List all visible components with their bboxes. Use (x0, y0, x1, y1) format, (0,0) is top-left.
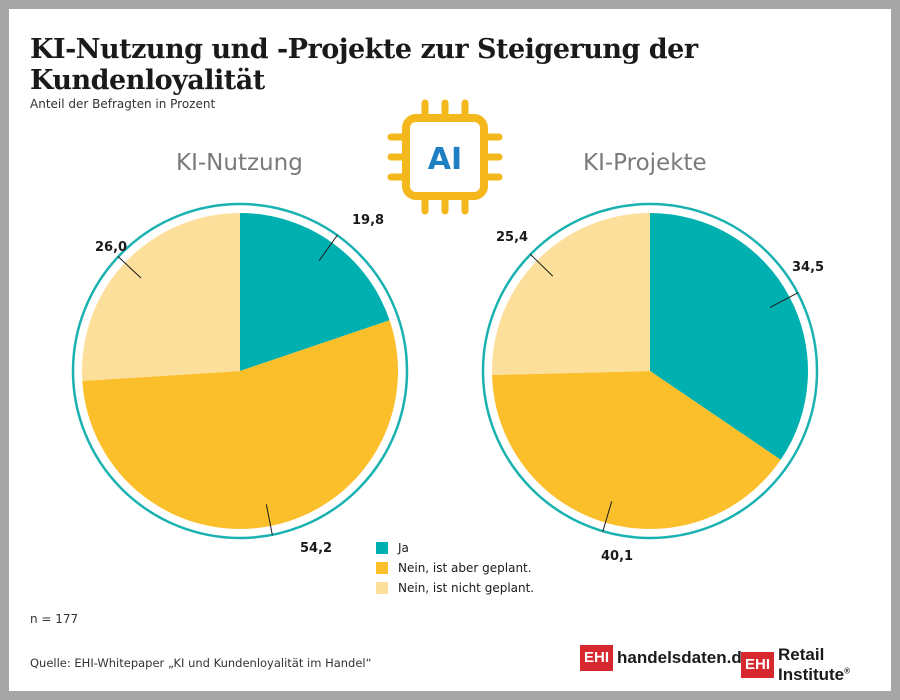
leader-line (769, 292, 799, 308)
leader-line (318, 234, 338, 261)
handelsdaten-logo-badge: EHI (580, 645, 614, 671)
ehi-retail-institute-logo[interactable]: EHI Retail Institute® (741, 645, 900, 685)
legend-item-geplant: Nein, ist aber geplant. (376, 558, 534, 578)
pie-slice (240, 213, 390, 371)
pie-slice (82, 320, 399, 529)
legend-label-ja: Ja (398, 541, 409, 555)
handelsdaten-logo-text: handelsdaten.de (617, 648, 752, 667)
pie-value-label: 34,5 (792, 260, 825, 275)
ai-chip-text: AI (428, 142, 462, 177)
legend-item-ja: Ja (376, 538, 534, 558)
leader-line (529, 253, 554, 277)
pie-slice (492, 371, 781, 529)
pie-slice (650, 213, 808, 460)
ai-chip-icon: AI (387, 99, 503, 215)
pie-value-label: 40,1 (601, 549, 634, 564)
legend: Ja Nein, ist aber geplant. Nein, ist nic… (376, 538, 534, 598)
legend-label-geplant: Nein, ist aber geplant. (398, 561, 532, 575)
ehi-logo-word: Retail Institute (778, 645, 845, 684)
legend-swatch-nicht-geplant (376, 582, 388, 594)
pie-value-label: 26,0 (95, 240, 128, 255)
pie-value-label: 25,4 (496, 230, 529, 245)
legend-label-nicht-geplant: Nein, ist nicht geplant. (398, 581, 535, 595)
pie-value-label: 19,8 (352, 213, 385, 228)
handelsdaten-logo[interactable]: EHI handelsdaten.de (580, 645, 751, 671)
pie-value-label: 54,2 (300, 541, 333, 556)
pie-title-ki-projekte: KI-Projekte (583, 150, 707, 176)
pie-ring (481, 202, 819, 540)
pie-ring (71, 202, 409, 540)
ehi-logo-badge: EHI (741, 652, 775, 678)
leader-line (117, 255, 142, 279)
legend-swatch-ja (376, 542, 388, 554)
chart-title: KI-Nutzung und -Projekte zur Steigerung … (30, 34, 698, 96)
source-note: Quelle: EHI-Whitepaper „KI und Kundenloy… (30, 656, 372, 670)
leader-line (265, 504, 273, 536)
pie-title-ki-nutzung: KI-Nutzung (176, 150, 303, 176)
legend-item-nicht-geplant: Nein, ist nicht geplant. (376, 578, 534, 598)
registered-mark: ® (844, 666, 851, 676)
ehi-logo-text: Retail Institute® (778, 645, 900, 685)
leader-line (602, 501, 613, 532)
chart-subtitle: Anteil der Befragten in Prozent (30, 97, 216, 111)
pie-slice (492, 213, 650, 375)
pie-slice (82, 213, 240, 381)
sample-size: n = 177 (30, 612, 79, 626)
legend-swatch-geplant (376, 562, 388, 574)
